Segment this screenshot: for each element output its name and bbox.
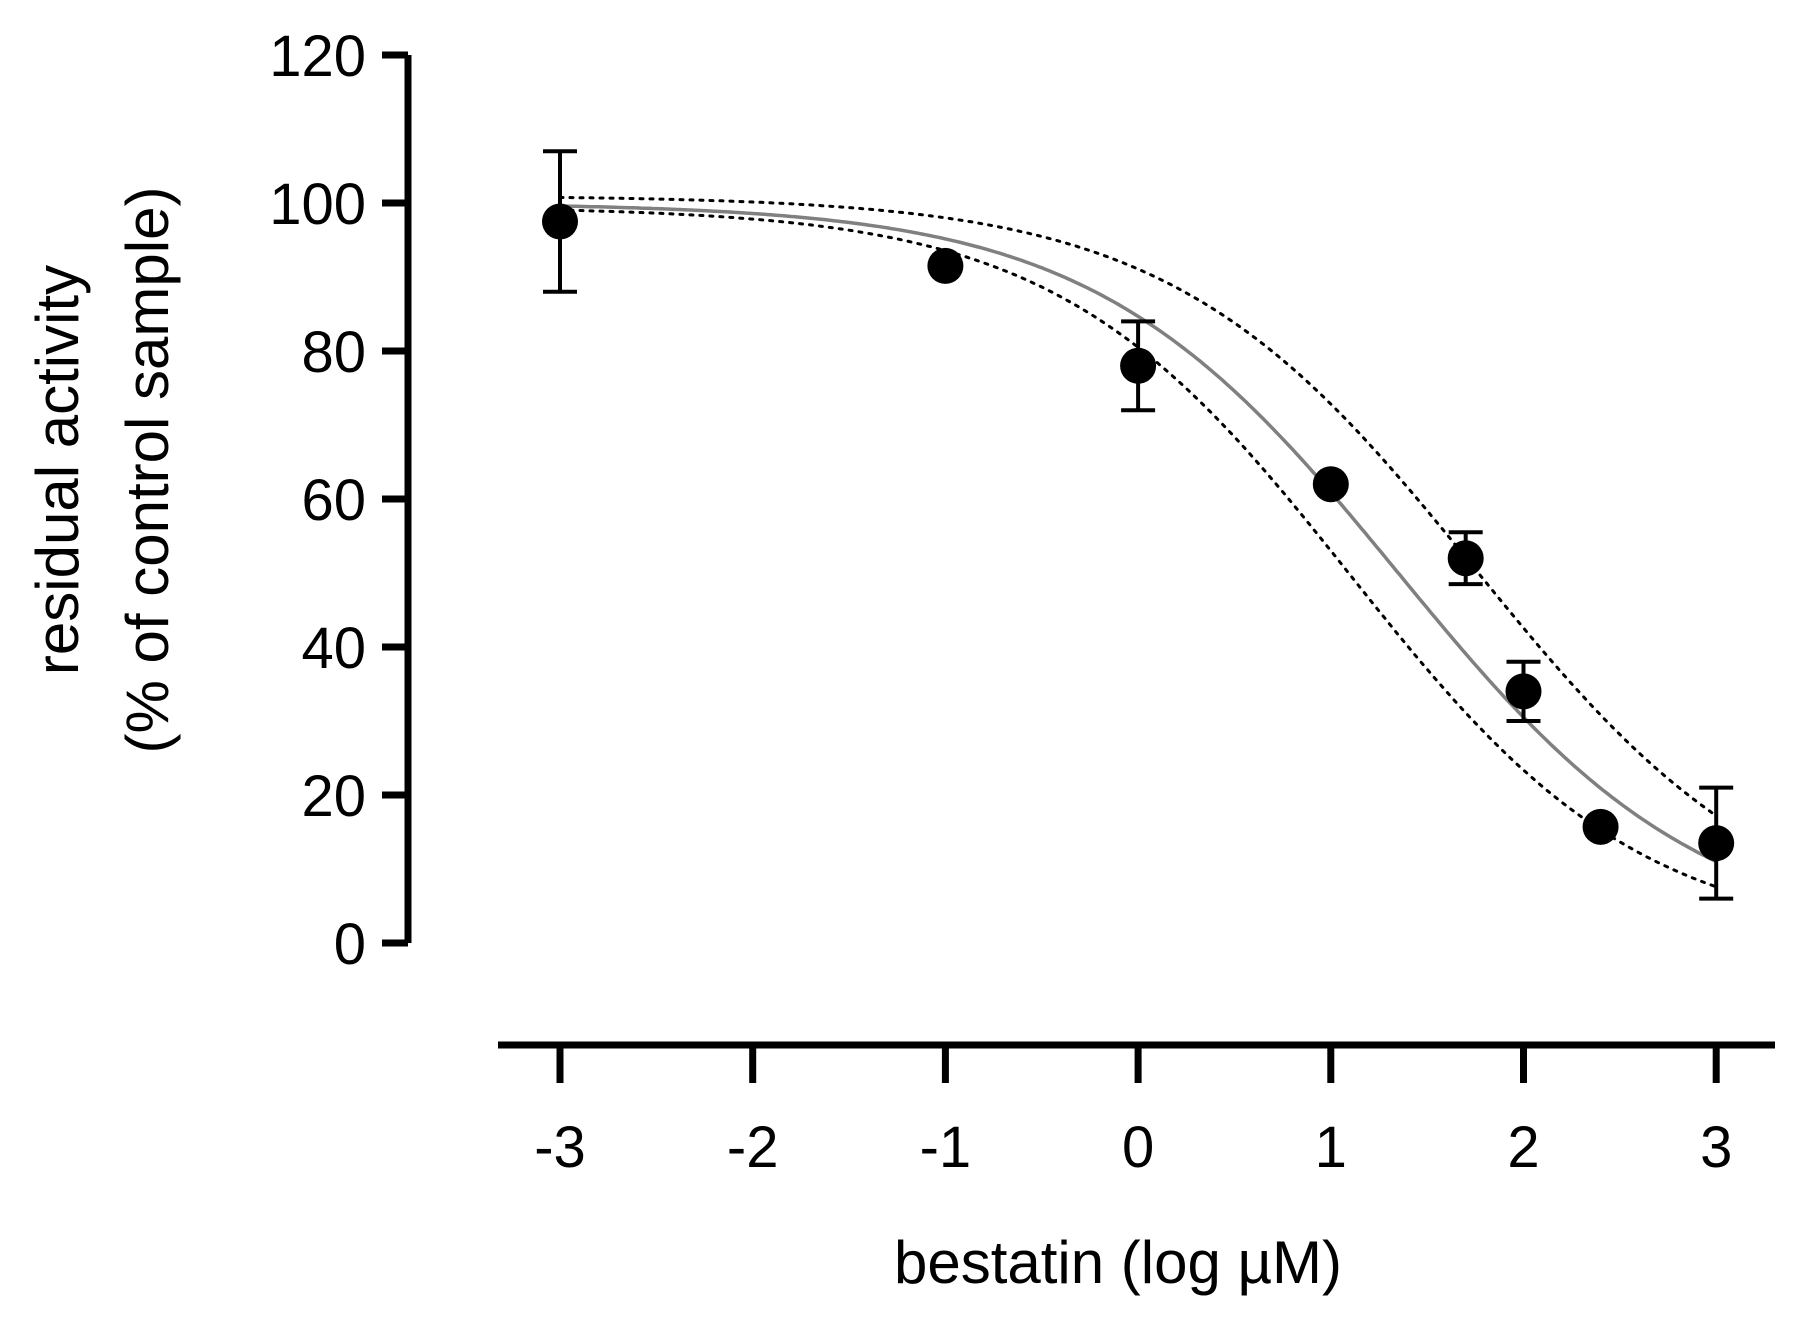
data-point xyxy=(1505,673,1542,710)
x-tick-label: 0 xyxy=(1122,1115,1154,1180)
x-axis: -3 -2 -1 0 1 2 3 xyxy=(498,1041,1775,1180)
data-point xyxy=(1120,347,1157,384)
x-tick-label: 2 xyxy=(1507,1115,1539,1180)
data-points xyxy=(542,149,1735,901)
y-tick-label: 20 xyxy=(301,764,366,829)
data-point xyxy=(542,203,578,240)
x-tick-label: -3 xyxy=(534,1115,586,1180)
x-tick-label: 1 xyxy=(1315,1115,1347,1180)
confidence-band-lower xyxy=(558,208,1718,889)
x-tick-label: -1 xyxy=(920,1115,972,1180)
confidence-band-upper xyxy=(558,195,1718,818)
x-tick-label: -2 xyxy=(727,1115,779,1180)
y-tick-label: 0 xyxy=(334,912,366,977)
data-point xyxy=(1447,540,1484,577)
fit-curve xyxy=(559,204,1717,864)
y-axis-title-line1: residual activity xyxy=(24,265,91,675)
y-axis-title-line2: (% of control sample) xyxy=(114,187,181,754)
y-tick-label: 40 xyxy=(301,616,366,681)
y-tick-label: 60 xyxy=(301,468,366,533)
y-axis: 0 20 40 60 80 100 120 xyxy=(269,24,412,977)
x-tick-label: 3 xyxy=(1700,1115,1732,1180)
data-point xyxy=(1698,825,1735,862)
y-tick-label: 80 xyxy=(301,320,366,385)
data-point xyxy=(1582,808,1619,845)
y-tick-label: 100 xyxy=(269,172,366,237)
data-point xyxy=(927,247,964,284)
y-tick-label: 120 xyxy=(269,24,366,89)
x-axis-title: bestatin (log µM) xyxy=(894,1229,1342,1296)
fit-layer xyxy=(558,195,1718,889)
data-point xyxy=(1312,466,1349,503)
